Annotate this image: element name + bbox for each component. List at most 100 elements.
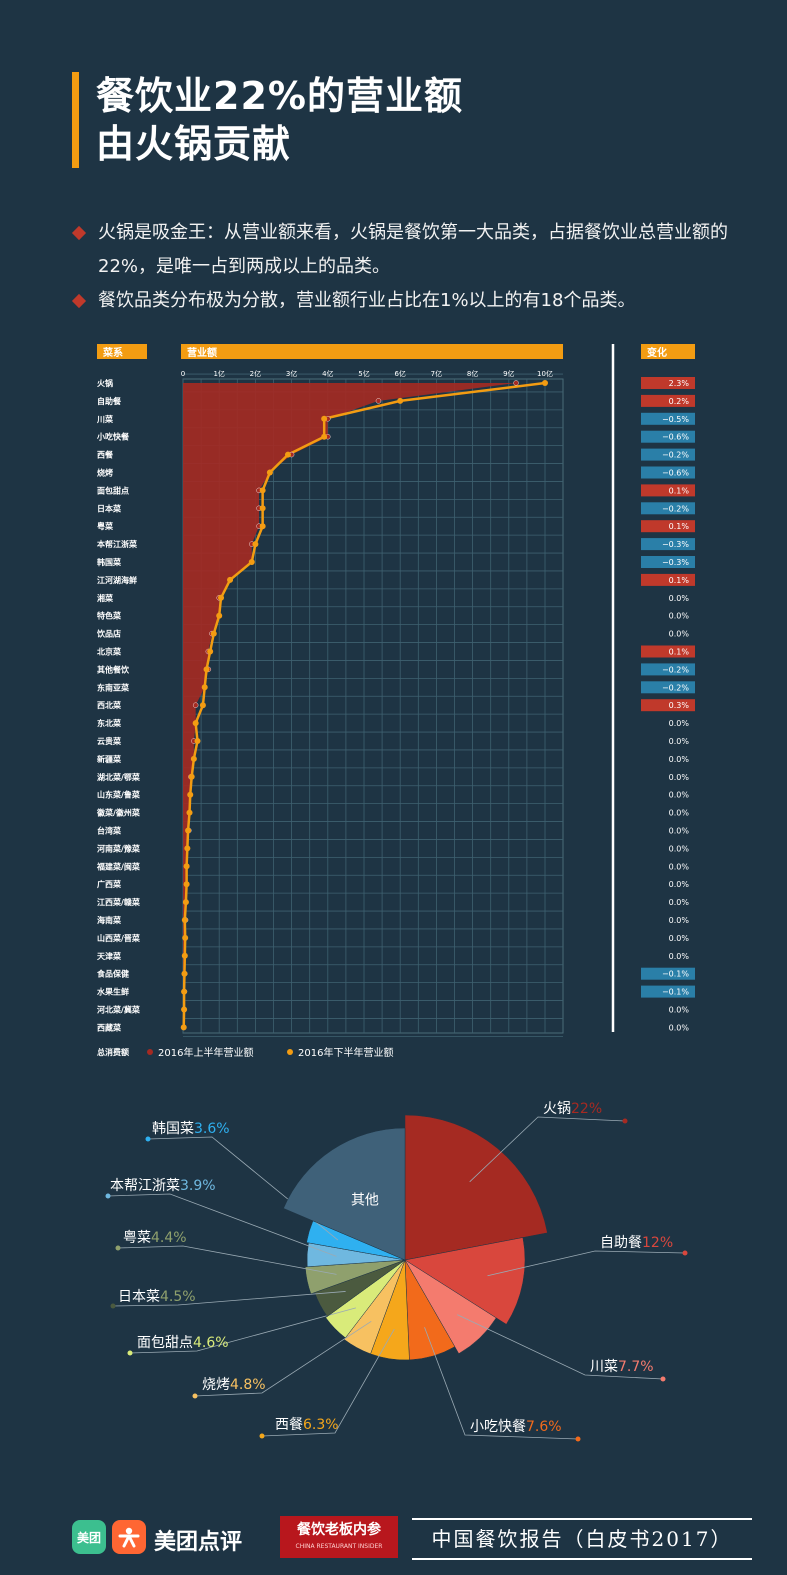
pie-leader-dot: [682, 1250, 688, 1256]
revenue-header: 营业额: [187, 346, 217, 359]
category-label: 韩国菜: [97, 557, 121, 567]
h2-revenue-point: [184, 845, 191, 852]
pie-label: 韩国菜3.6%: [152, 1121, 230, 1137]
change-value: 0.2%: [669, 397, 690, 406]
change-value: 0.0%: [669, 1023, 690, 1032]
change-value: 0.1%: [669, 486, 690, 495]
publisher-name: 餐饮老板内参: [297, 1522, 381, 1538]
pie-label-pct: 7.6%: [526, 1419, 562, 1435]
pie-label: 烧烤4.8%: [202, 1377, 266, 1393]
change-value: 0.0%: [669, 612, 690, 621]
footer: 美团 美团点评 餐饮老板内参 CHINA RESTAURANT INSIDER …: [0, 1508, 787, 1568]
h2-revenue-point: [252, 541, 259, 548]
h2-revenue-point: [192, 720, 199, 727]
change-value: 0.0%: [669, 773, 690, 782]
title-accent-bar: [72, 72, 79, 168]
category-label: 日本菜: [97, 503, 121, 513]
x-tick-label: 0: [181, 370, 185, 378]
h2-revenue-point: [259, 487, 266, 494]
category-label: 小吃快餐: [96, 432, 130, 442]
title-line-2: 由火锅贡献: [96, 122, 292, 166]
change-badge: [641, 699, 695, 712]
pie-slice-0: [404, 1114, 548, 1261]
pie-leader-line: [487, 1250, 686, 1277]
h2-revenue-point: [180, 1024, 187, 1031]
change-value: 0.0%: [669, 934, 690, 943]
change-header-bar: [641, 344, 695, 359]
change-value: 0.0%: [669, 755, 690, 764]
h2-revenue-point: [199, 702, 206, 709]
pie-label-pct: 4.4%: [151, 1230, 187, 1246]
pie-label: 日本菜4.5%: [118, 1289, 196, 1305]
pie-label-name: 西餐: [275, 1417, 303, 1433]
pie-label-name: 粤菜: [123, 1230, 151, 1246]
change-value: 0.0%: [669, 862, 690, 871]
category-label: 面包甜点: [97, 485, 129, 495]
h1-revenue-area: [183, 383, 517, 1028]
legend-marker-h2: [287, 1049, 293, 1055]
pie-leader-line: [469, 1116, 626, 1183]
x-tick-label: 7亿: [431, 369, 442, 378]
change-badge: [641, 556, 695, 568]
category-label: 西餐: [97, 450, 114, 460]
pie-label-pct: 6.3%: [303, 1417, 339, 1433]
category-label: 川菜: [96, 414, 113, 424]
h2-revenue-point: [194, 738, 201, 744]
pie-label-pct: 3.6%: [194, 1121, 230, 1137]
h2-revenue-point: [181, 952, 188, 959]
change-badge: [641, 573, 695, 586]
pie-leader-line: [112, 1291, 346, 1307]
change-value: 0.1%: [669, 522, 690, 531]
h2-revenue-point: [210, 630, 217, 637]
pie-label-name: 川菜: [590, 1359, 618, 1375]
change-badge: [641, 538, 695, 551]
brand-name: 美团点评: [154, 1530, 243, 1555]
change-value: 0.0%: [669, 880, 690, 889]
change-value: 0.0%: [669, 1006, 690, 1015]
x-tick-label: 3亿: [286, 369, 297, 378]
h2-revenue-point: [542, 380, 548, 386]
diamond-bullet-icon: [71, 225, 87, 241]
category-label: 北京菜: [97, 647, 121, 657]
change-value: 0.0%: [669, 844, 690, 853]
pie-slice-other: [283, 1127, 406, 1261]
revenue-header-bar: [181, 344, 563, 359]
h1-revenue-point: [192, 702, 199, 708]
change-value: −0.2%: [662, 665, 689, 674]
pie-label-name: 日本菜: [118, 1289, 160, 1305]
change-value: −0.2%: [662, 683, 689, 692]
h2-revenue-point: [227, 576, 234, 583]
bullet-text: 餐饮品类分布极为分散，营业额行业占比在1%以上的有18个品类。: [98, 290, 636, 311]
x-tick-label: 6亿: [394, 369, 405, 378]
h2-revenue-point: [182, 934, 189, 941]
legend-marker-h1: [147, 1049, 153, 1055]
h2-revenue-point: [397, 397, 404, 404]
pie-label-name: 火锅: [543, 1101, 571, 1117]
pie-leader-dot: [622, 1118, 628, 1124]
change-value: −0.2%: [662, 504, 689, 513]
pie-slice-8: [304, 1259, 406, 1295]
category-label: 海南菜: [97, 915, 121, 925]
title-line-1: 餐饮业22%的营业额: [96, 74, 463, 118]
change-value: −0.6%: [662, 433, 689, 442]
category-header: 菜系: [102, 346, 123, 359]
change-value: −0.5%: [662, 415, 689, 424]
pie-slice-1: [404, 1237, 526, 1325]
pie-label: 自助餐12%: [600, 1235, 673, 1251]
category-label: 福建菜/闽菜: [96, 861, 140, 871]
change-badge: [641, 502, 695, 515]
category-label: 烧烤: [97, 468, 113, 478]
pie-label: 粤菜4.4%: [123, 1230, 187, 1246]
pie-leader-line: [457, 1314, 664, 1380]
pie-slice-6: [325, 1259, 406, 1339]
change-value: −0.6%: [662, 469, 689, 478]
category-label: 自助餐: [97, 396, 122, 406]
pie-leader-dot: [105, 1193, 111, 1199]
pie-label: 川菜7.7%: [590, 1359, 654, 1375]
pie-label-pct: 12%: [642, 1235, 673, 1251]
change-value: 0.0%: [669, 809, 690, 818]
change-value: 0.1%: [669, 576, 690, 585]
category-label: 河北菜/冀菜: [97, 1005, 140, 1015]
change-badge: [641, 448, 695, 461]
